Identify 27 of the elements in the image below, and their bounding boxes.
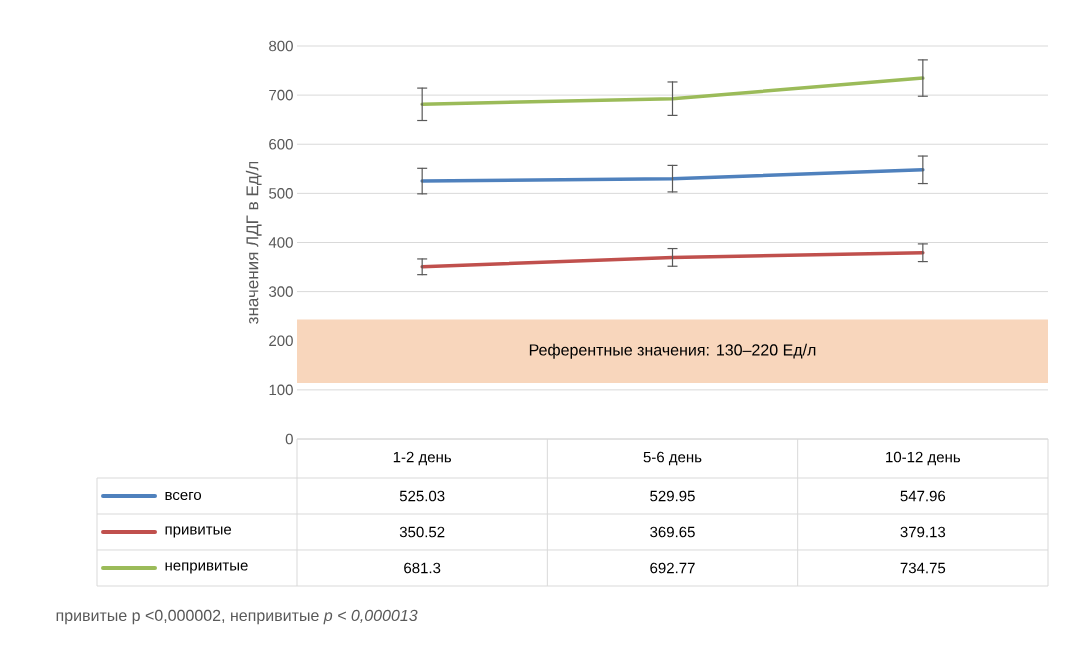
y-tick-label: 700 [269, 89, 293, 101]
y-tick-label: 400 [268, 237, 293, 248]
data-label: 734.75 [900, 562, 946, 574]
y-tick-label: 300 [269, 286, 293, 297]
legend-label: всего [165, 491, 202, 501]
data-label: 692.77 [650, 562, 695, 574]
data-label: 369.65 [650, 526, 695, 538]
x-tick-label: 5-6 день [643, 451, 702, 466]
legend-label: привитые [165, 526, 232, 538]
x-tick-label: 1-2 день [393, 451, 452, 466]
data-label: 547.96 [900, 490, 946, 502]
data-label: 379.13 [900, 526, 946, 538]
y-tick-label: 200 [269, 335, 293, 347]
data-label: 529.95 [650, 490, 695, 502]
y-tick-label: 800 [269, 40, 293, 52]
y-tick-label: 600 [269, 138, 293, 150]
text: привитые p <0,000002, непривитые p < 0,000013 [56, 609, 418, 625]
y-tick-label: 100 [269, 384, 293, 396]
x-tick-label: 10-12 день [886, 451, 961, 466]
data-label: 350.52 [399, 526, 445, 538]
y-tick-label: 0 [285, 433, 293, 445]
legend-label: непривитые [165, 562, 248, 574]
y-tick-label: 500 [269, 188, 293, 199]
band-label: Референтные значения: 130–220 Ед/л [529, 343, 816, 359]
data-label: 681.3 [404, 562, 441, 574]
data-label: 525.03 [399, 490, 445, 502]
y-axis-title: значения ЛДГ в Ед/л [245, 161, 262, 324]
